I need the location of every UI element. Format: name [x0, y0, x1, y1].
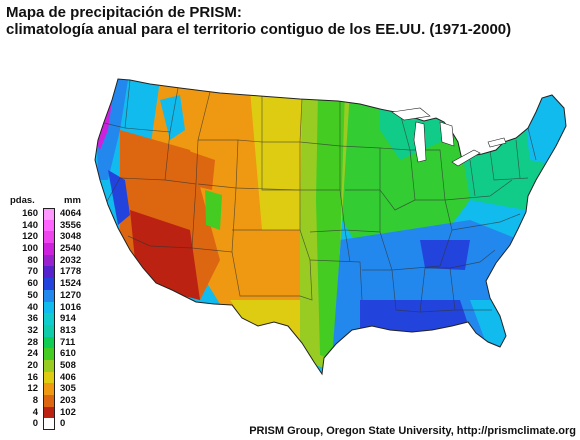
legend-value-mm: 4064 — [60, 208, 82, 219]
title-line-2: climatología anual para el territorio co… — [6, 21, 512, 38]
legend-row: 28 711 — [2, 336, 94, 349]
legend-swatch — [43, 266, 55, 279]
legend-value-inches: 100 — [22, 243, 38, 255]
legend-value-mm: 508 — [60, 359, 76, 371]
legend-swatch — [43, 289, 55, 302]
zone-colorado-rockies — [205, 190, 222, 230]
zone-west-texas — [230, 300, 300, 360]
legend-value-mm: 1524 — [60, 278, 82, 290]
legend-value-inches: 70 — [27, 266, 38, 278]
legend-swatch — [43, 243, 55, 255]
zone-plains-east — [316, 90, 345, 360]
map-title: Mapa de precipitación de PRISM: climatol… — [6, 4, 511, 38]
legend-swatch — [43, 348, 55, 360]
legend-swatch — [43, 254, 55, 267]
legend-value-mm: 2540 — [60, 243, 82, 255]
legend-row: 100 2540 — [2, 243, 94, 255]
legend-value-inches: 12 — [27, 383, 38, 395]
legend-row: 4 102 — [2, 406, 94, 419]
legend-row: 50 1270 — [2, 289, 94, 302]
lake-michigan — [413, 121, 427, 163]
legend-unit-inches: pdas. — [10, 195, 35, 206]
legend-value-mm: 305 — [60, 383, 76, 395]
legend-value-inches: 24 — [27, 348, 38, 360]
legend-value-mm: 102 — [60, 406, 76, 418]
legend-scale: 160 4064 140 3556 120 3048 100 2540 80 2032 70 1778… — [2, 208, 94, 431]
legend-value-inches: 20 — [27, 359, 38, 371]
legend-swatch — [43, 301, 55, 314]
legend-row: 32 813 — [2, 324, 94, 337]
legend-row: 16 406 — [2, 371, 94, 384]
legend-value-mm: 406 — [60, 371, 76, 383]
legend-value-mm: 3556 — [60, 219, 82, 231]
legend-row: 140 3556 — [2, 219, 94, 232]
legend-swatch — [43, 231, 55, 244]
zone-desert-southwest — [130, 210, 200, 300]
legend-row: 60 1524 — [2, 278, 94, 290]
zone-appalachian — [420, 240, 470, 270]
legend-swatch — [43, 371, 55, 384]
legend-value-mm: 711 — [60, 336, 76, 348]
legend-swatch — [43, 418, 55, 431]
legend-unit-mm: mm — [64, 195, 81, 206]
legend-value-inches: 8 — [32, 395, 38, 406]
zone-gulf-coast — [360, 300, 470, 340]
legend-value-inches: 80 — [27, 254, 38, 266]
legend-row: 8 203 — [2, 395, 94, 407]
legend-value-mm: 813 — [60, 324, 76, 336]
credit-text: PRISM Group, Oregon State University, ht… — [249, 425, 576, 437]
legend-value-mm: 2032 — [60, 254, 82, 266]
legend-value-mm: 1270 — [60, 289, 82, 301]
legend-row: 40 1016 — [2, 301, 94, 314]
legend-value-inches: 40 — [27, 301, 38, 313]
legend-swatch — [43, 383, 55, 395]
legend-value-inches: 4 — [32, 406, 38, 418]
lake-huron — [439, 121, 455, 147]
legend-row: 160 4064 — [2, 208, 94, 220]
legend-value-mm: 610 — [60, 348, 76, 360]
legend-row: 12 305 — [2, 383, 94, 395]
legend-row: 70 1778 — [2, 266, 94, 279]
legend-value-inches: 32 — [27, 324, 38, 336]
title-line-1: Mapa de precipitación de PRISM: — [6, 4, 242, 21]
zone-sierra-nevada — [108, 170, 130, 225]
legend-value-inches: 50 — [27, 289, 38, 301]
zone-dakotas — [250, 90, 302, 230]
legend-row: 36 914 — [2, 313, 94, 325]
legend-value-inches: 120 — [22, 231, 38, 243]
great-lakes — [391, 107, 507, 167]
lake-erie — [451, 149, 481, 167]
legend-swatch — [43, 278, 55, 290]
legend-value-mm: 3048 — [60, 231, 82, 243]
zone-wyoming-basin — [186, 150, 215, 190]
legend-value-mm: 203 — [60, 395, 76, 406]
legend-row: 20 508 — [2, 359, 94, 372]
legend-value-inches: 28 — [27, 336, 38, 348]
legend-value-inches: 60 — [27, 278, 38, 290]
lake-superior — [391, 107, 431, 121]
legend-value-mm: 1778 — [60, 266, 82, 278]
legend-value-inches: 0 — [32, 418, 38, 430]
legend-swatch — [43, 313, 55, 325]
legend-value-inches: 160 — [22, 208, 38, 219]
legend-row: 120 3048 — [2, 231, 94, 244]
legend-value-inches: 140 — [22, 219, 38, 231]
legend-swatch — [43, 324, 55, 337]
legend-swatch — [43, 336, 55, 349]
legend-swatch — [43, 219, 55, 232]
legend-swatch — [43, 359, 55, 372]
lake-ontario — [487, 137, 507, 148]
legend-value-mm: 0 — [60, 418, 66, 430]
legend-swatch — [43, 395, 55, 407]
legend-value-mm: 914 — [60, 313, 76, 325]
legend-value-inches: 36 — [27, 313, 38, 325]
legend-row: 24 610 — [2, 348, 94, 360]
legend-swatch — [43, 208, 55, 220]
legend-row: 80 2032 — [2, 254, 94, 267]
legend-swatch — [43, 406, 55, 419]
legend-value-inches: 16 — [27, 371, 38, 383]
legend-value-mm: 1016 — [60, 301, 82, 313]
